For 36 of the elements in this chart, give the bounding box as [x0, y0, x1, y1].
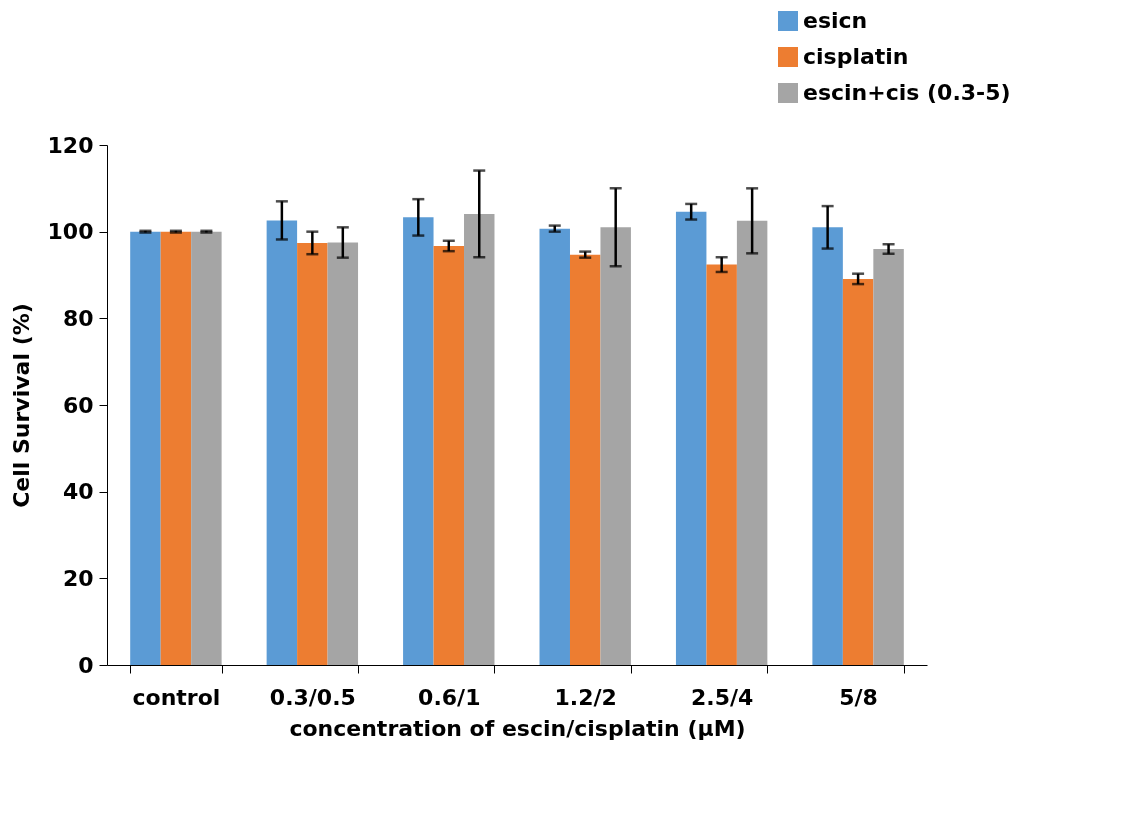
bar: [539, 228, 570, 665]
y-tick-label: 120: [47, 132, 94, 158]
x-tick-label: 1.2/2: [554, 684, 617, 710]
y-tick-label: 40: [62, 479, 94, 505]
x-tick-label: 2.5/4: [690, 684, 754, 710]
bar: [130, 231, 161, 665]
x-axis-title: concentration of escin/cisplatin (μM): [289, 715, 746, 741]
bar: [812, 227, 843, 665]
bar: [266, 220, 298, 665]
bar: [433, 245, 465, 665]
legend-label: cisplatin: [803, 44, 909, 69]
bar: [327, 242, 359, 665]
x-tick-label: 0.3/0.5: [269, 684, 356, 710]
bar: [569, 254, 601, 665]
bar: [600, 227, 631, 665]
x-tick-label: 0.6/1: [418, 684, 481, 710]
bar: [675, 211, 707, 665]
y-tick-label: 60: [62, 392, 94, 418]
y-axis-title: Cell Survival (%): [8, 303, 34, 508]
x-tick-label: 5/8: [839, 684, 878, 710]
x-tick-label: control: [132, 684, 221, 710]
bar: [706, 264, 737, 665]
legend-label: esicn: [803, 8, 868, 33]
bar: [297, 242, 328, 665]
y-tick-label: 0: [78, 652, 94, 678]
bar: [464, 213, 495, 665]
bar: [736, 220, 768, 665]
y-tick-label: 80: [62, 305, 94, 331]
legend-label: escin+cis (0.3-5): [803, 80, 1011, 105]
y-tick-label: 20: [62, 565, 94, 591]
bar: [160, 231, 192, 665]
bar: [842, 278, 874, 665]
bar: [191, 231, 222, 665]
bar: [873, 249, 904, 665]
y-tick-label: 100: [47, 219, 94, 245]
bar: [403, 217, 434, 665]
